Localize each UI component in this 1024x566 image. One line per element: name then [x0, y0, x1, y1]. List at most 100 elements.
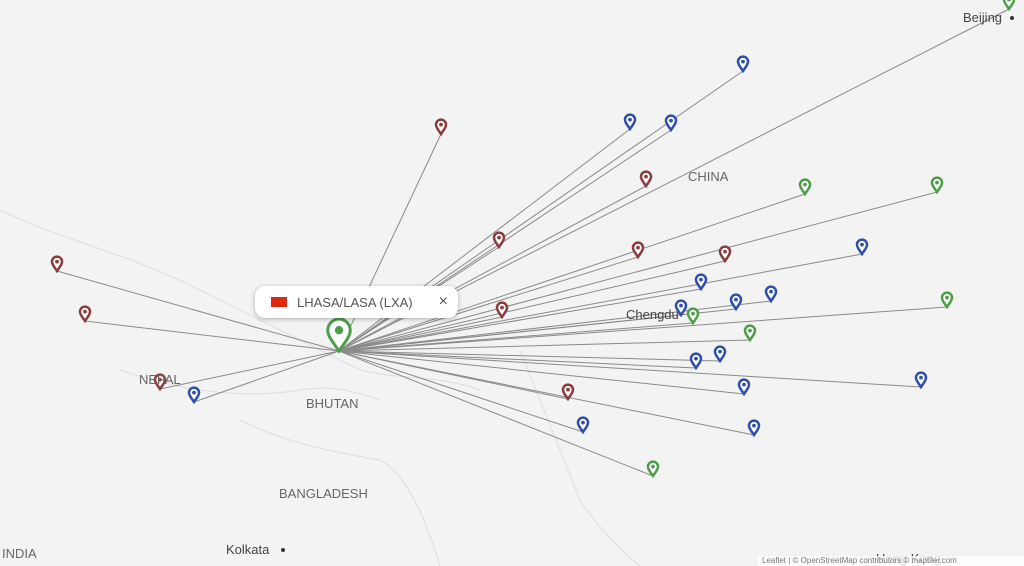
pin-dot	[1007, 0, 1011, 2]
pin-dot	[439, 122, 443, 127]
route-line	[338, 253, 863, 352]
destination-pin[interactable]	[674, 299, 688, 318]
origin-pin[interactable]	[326, 317, 352, 354]
pin-body	[914, 371, 928, 390]
destination-pin[interactable]	[718, 245, 732, 264]
pin-body	[713, 345, 727, 364]
pin-body	[664, 114, 678, 133]
country-label: CHINA	[688, 169, 729, 184]
destination-pin[interactable]	[1002, 0, 1016, 12]
route-line	[338, 339, 751, 352]
route-line	[338, 300, 772, 352]
country-label: INDIA	[2, 546, 37, 561]
attribution[interactable]: Leaflet | © OpenStreetMap contributors ©…	[758, 556, 1024, 566]
destination-pin[interactable]	[50, 255, 64, 274]
route-line	[338, 350, 697, 369]
pin-body	[743, 324, 757, 343]
pin-body	[686, 307, 700, 326]
pin-dot	[699, 277, 703, 282]
popup-title: LHASA/LASA (LXA)	[297, 294, 413, 310]
pin-dot	[636, 245, 640, 250]
destination-pin[interactable]	[798, 178, 812, 197]
pin-dot	[691, 311, 695, 316]
destination-pin[interactable]	[764, 285, 778, 304]
destination-pin[interactable]	[713, 345, 727, 364]
destination-pin[interactable]	[187, 386, 201, 405]
destination-pin[interactable]	[561, 383, 575, 402]
pin-dot	[694, 356, 698, 361]
city-label: Kolkata	[226, 542, 270, 557]
destination-pin[interactable]	[737, 378, 751, 397]
route-line	[338, 308, 737, 352]
destination-pin[interactable]	[664, 114, 678, 133]
pin-dot	[334, 326, 344, 335]
pin-dot	[734, 297, 738, 302]
pin-dot	[752, 423, 756, 428]
pin-body	[495, 301, 509, 320]
pin-body	[187, 386, 201, 405]
destination-pin[interactable]	[729, 293, 743, 312]
borders	[0, 209, 641, 566]
route-line	[338, 350, 721, 362]
pin-body	[737, 378, 751, 397]
destination-pin[interactable]	[495, 301, 509, 320]
destination-pin[interactable]	[736, 55, 750, 74]
destination-pin[interactable]	[855, 238, 869, 257]
destination-pin[interactable]	[623, 113, 637, 132]
pin-body	[1002, 0, 1016, 12]
route-line	[338, 350, 755, 436]
pin-body	[78, 305, 92, 324]
route-line	[338, 260, 726, 352]
pin-body	[434, 118, 448, 137]
destination-pin[interactable]	[646, 460, 660, 479]
pin-dot	[644, 174, 648, 179]
pin-dot	[919, 375, 923, 380]
pin-body	[930, 176, 944, 195]
destination-pin[interactable]	[930, 176, 944, 195]
pin-dot	[55, 259, 59, 264]
destination-pin[interactable]	[639, 170, 653, 189]
pin-body	[50, 255, 64, 274]
city-dot	[281, 548, 285, 552]
destination-pin[interactable]	[153, 373, 167, 392]
route-line	[338, 185, 647, 352]
destination-pin[interactable]	[694, 273, 708, 292]
pin-dot	[158, 377, 162, 382]
route-line	[338, 133, 442, 352]
pin-body	[674, 299, 688, 318]
pin-body	[689, 352, 703, 371]
route-line	[338, 288, 702, 352]
close-button[interactable]: ×	[438, 293, 448, 310]
route-line	[338, 256, 639, 352]
pin-body	[639, 170, 653, 189]
pin-dot	[742, 382, 746, 387]
pin-body	[764, 285, 778, 304]
route-line	[338, 350, 922, 388]
destination-pin[interactable]	[747, 419, 761, 438]
route-line	[338, 193, 806, 352]
destination-pin[interactable]	[689, 352, 703, 371]
destination-pin[interactable]	[940, 291, 954, 310]
pin-dot	[192, 390, 196, 395]
pin-body	[576, 416, 590, 435]
destination-pin[interactable]	[492, 231, 506, 250]
destination-pin[interactable]	[686, 307, 700, 326]
pin-body	[729, 293, 743, 312]
destination-pin[interactable]	[914, 371, 928, 390]
pin-body	[631, 241, 645, 260]
route-line	[338, 350, 654, 477]
route-line	[193, 350, 340, 403]
pin-dot	[500, 305, 504, 310]
route-line	[338, 350, 584, 433]
city-label: Chengdu	[626, 307, 679, 322]
country-label: BHUTAN	[306, 396, 358, 411]
destination-pin[interactable]	[743, 324, 757, 343]
destination-pin[interactable]	[631, 241, 645, 260]
pin-dot	[741, 59, 745, 64]
destination-pin[interactable]	[78, 305, 92, 324]
destination-pin[interactable]	[434, 118, 448, 137]
destination-pin[interactable]	[576, 416, 590, 435]
route-line	[159, 350, 340, 390]
